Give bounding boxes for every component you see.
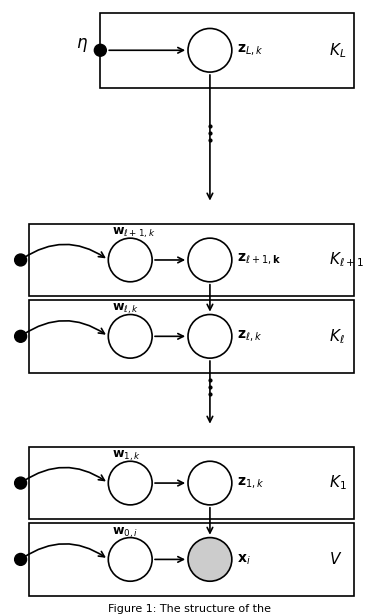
Circle shape: [94, 44, 106, 56]
Bar: [28, 300, 355, 373]
Text: $\mathbf{w}_{0,i}$: $\mathbf{w}_{0,i}$: [112, 525, 138, 540]
Circle shape: [188, 28, 232, 72]
Circle shape: [108, 461, 152, 505]
Text: $\mathbf{w}_{\ell,k}$: $\mathbf{w}_{\ell,k}$: [112, 302, 139, 317]
Circle shape: [108, 538, 152, 582]
Text: $\eta$: $\eta$: [76, 36, 89, 54]
Bar: [28, 224, 355, 296]
Text: $V$: $V$: [329, 551, 343, 567]
Text: $\mathbf{z}_{L,k}$: $\mathbf{z}_{L,k}$: [237, 43, 263, 58]
Circle shape: [188, 238, 232, 282]
Text: $K_1$: $K_1$: [329, 474, 347, 492]
Circle shape: [15, 553, 27, 565]
Circle shape: [15, 477, 27, 489]
Text: $\mathbf{z}_{\ell,k}$: $\mathbf{z}_{\ell,k}$: [237, 329, 262, 344]
Text: $K_{\ell}$: $K_{\ell}$: [329, 327, 345, 346]
Circle shape: [15, 254, 27, 266]
Text: $K_L$: $K_L$: [329, 41, 347, 60]
Bar: [100, 12, 355, 88]
Text: $K_{\ell+1}$: $K_{\ell+1}$: [329, 251, 365, 269]
Circle shape: [188, 538, 232, 582]
Text: $\mathbf{w}_{1,k}$: $\mathbf{w}_{1,k}$: [112, 449, 141, 463]
Text: $\mathbf{z}_{1,k}$: $\mathbf{z}_{1,k}$: [237, 476, 264, 490]
Text: Figure 1: The structure of the: Figure 1: The structure of the: [109, 604, 271, 614]
Circle shape: [108, 315, 152, 358]
Circle shape: [15, 330, 27, 342]
Text: $\mathbf{z}_{\ell+1,\mathbf{k}}$: $\mathbf{z}_{\ell+1,\mathbf{k}}$: [237, 253, 281, 267]
Circle shape: [188, 461, 232, 505]
Text: $\mathbf{x}_i$: $\mathbf{x}_i$: [237, 552, 250, 567]
Bar: [28, 447, 355, 519]
Bar: [28, 523, 355, 596]
Circle shape: [188, 315, 232, 358]
Circle shape: [108, 238, 152, 282]
Text: $\mathbf{w}_{\ell+1,k}$: $\mathbf{w}_{\ell+1,k}$: [112, 225, 156, 240]
